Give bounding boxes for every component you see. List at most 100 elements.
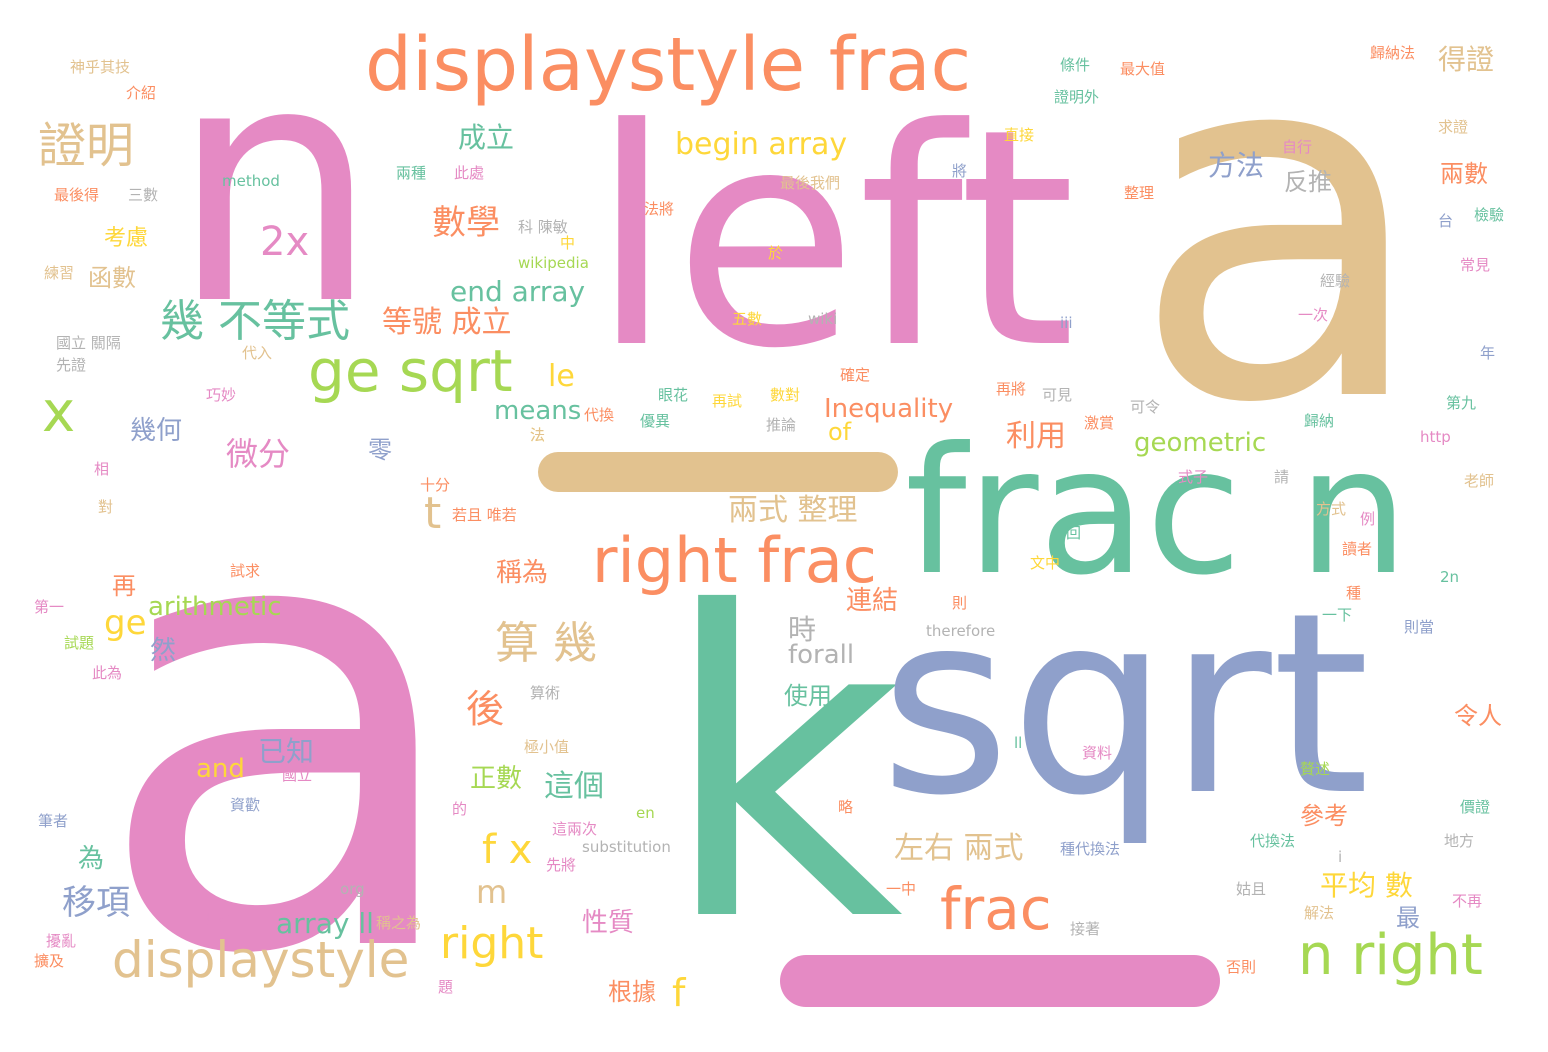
word: 一次 (1298, 306, 1329, 324)
word: 激賞 (1084, 414, 1115, 432)
word: forall (788, 640, 855, 670)
word: 第九 (1446, 394, 1477, 412)
word: 接著 (1070, 920, 1101, 938)
word: 兩數 (1440, 160, 1488, 188)
word: 神乎其技 (70, 58, 131, 76)
word: geometric (1134, 428, 1267, 458)
word: 時 (788, 613, 817, 646)
word: 年 (1480, 344, 1496, 362)
word: 代換 (584, 406, 615, 424)
word: 代入 (242, 344, 273, 362)
word: wikipedia (518, 254, 589, 272)
word: 證明 (38, 118, 135, 174)
word: 算 幾 (495, 618, 597, 669)
word: 中 (560, 234, 576, 252)
word: 例 (1360, 510, 1376, 528)
word: 為 (78, 844, 105, 874)
word: 連結 (846, 586, 899, 616)
word: 試題 (64, 634, 95, 652)
word: 老師 (1464, 472, 1495, 490)
word: 條件 (1060, 56, 1091, 74)
word: 法 (530, 426, 546, 444)
word: 方式 (1316, 500, 1347, 518)
word: n right (1298, 923, 1483, 988)
word: 代換法 (1250, 832, 1296, 850)
word: right frac (592, 524, 877, 597)
word: array ll (276, 907, 374, 940)
word: 巧妙 (206, 386, 237, 404)
word: 歸納 (1304, 412, 1335, 430)
word: 一下 (1322, 606, 1353, 624)
word: 根據 (608, 978, 656, 1006)
word: 贅述 (1300, 760, 1331, 778)
word: and (196, 754, 245, 784)
word: left (590, 65, 1076, 414)
word: 再試 (712, 392, 743, 410)
word: 參考 (1300, 802, 1348, 830)
word: 數對 (770, 386, 801, 404)
word: i (1338, 848, 1343, 866)
word: 台 (1438, 212, 1454, 230)
word: 推論 (766, 416, 797, 434)
word: 這兩次 (552, 820, 598, 838)
word: x (42, 380, 76, 445)
word: 先將 (546, 856, 577, 874)
word: 於 (768, 244, 784, 262)
word: end array (450, 275, 586, 308)
word: 最後我們 (780, 174, 841, 192)
word: 文中 (1030, 554, 1061, 572)
word: 成立 (458, 121, 515, 154)
word: 移項 (62, 883, 130, 923)
word: 試求 (230, 562, 261, 580)
word: 微分 (226, 435, 291, 473)
word: method (222, 172, 280, 190)
word: 考慮 (104, 226, 149, 251)
word: 法 (530, 426, 546, 444)
word: 讀者 (1342, 540, 1373, 558)
word: 零 (368, 436, 392, 464)
word: sqrt (880, 559, 1370, 850)
word: 檢驗 (1474, 206, 1505, 224)
word: 擴及 (34, 952, 65, 970)
word: 最大值 (1120, 60, 1166, 78)
word: 函數 (88, 264, 136, 292)
word: 左右 兩式 (894, 831, 1024, 866)
word: 經驗 (1320, 272, 1351, 290)
word: 種 (1346, 584, 1362, 602)
word: a (1130, 0, 1431, 510)
word: 已知 (258, 735, 315, 768)
word: 明為 (202, 910, 233, 928)
word: 法將 (644, 200, 675, 218)
word: 確定 (840, 366, 871, 384)
word: 最後得 (54, 186, 100, 204)
word: 直接 (1004, 126, 1035, 144)
word: 略 (838, 798, 854, 816)
underscore-bar-tan (538, 452, 898, 492)
word: f x (482, 827, 533, 873)
word: 然 (150, 636, 177, 666)
word: 三數 (128, 186, 159, 204)
word: 筆者 (38, 812, 69, 830)
word: begin array (675, 127, 848, 162)
word: displaystyle frac (365, 22, 972, 108)
word: 的 (452, 800, 468, 818)
word: 對 (98, 498, 114, 516)
word: 解法 (1304, 904, 1335, 922)
word: 可令 (1130, 398, 1161, 416)
word: 種代換法 (1060, 840, 1121, 858)
word: 請 (1274, 468, 1290, 486)
word: 此為 (92, 664, 123, 682)
word: 擾亂 (46, 932, 77, 950)
word: 資料 (1082, 744, 1113, 762)
word: 數學 (432, 203, 500, 243)
word: ge sqrt (308, 337, 513, 405)
word: en (636, 804, 655, 822)
word: 再將 (996, 380, 1027, 398)
word: therefore (926, 622, 996, 640)
word: 兩式 整理 (728, 493, 858, 528)
word: 將 (952, 162, 968, 180)
word: 極小值 (524, 738, 570, 756)
word: f (672, 971, 686, 1015)
word: org (340, 880, 365, 898)
word: wiki (808, 310, 838, 328)
